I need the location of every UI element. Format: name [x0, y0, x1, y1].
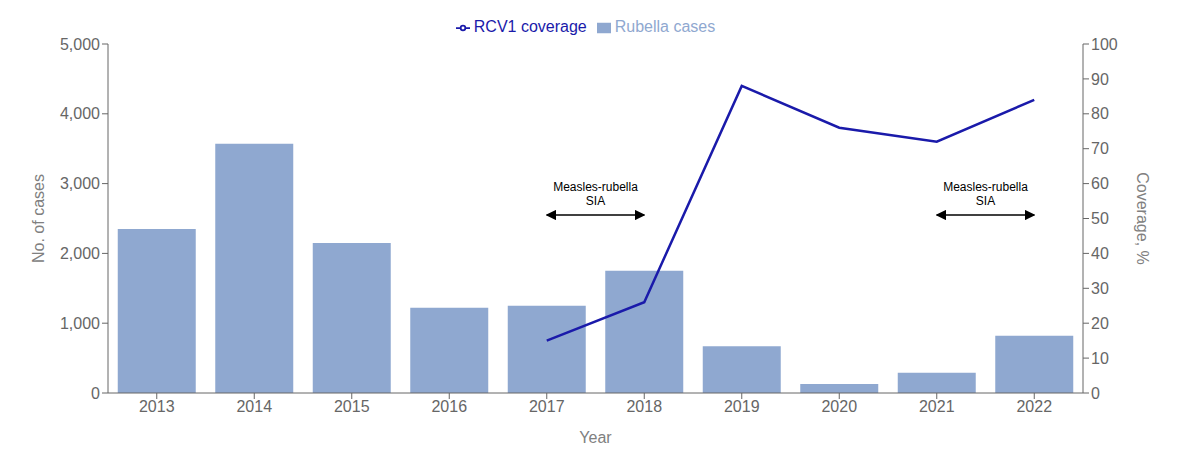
svg-text:2017: 2017: [529, 398, 565, 415]
svg-text:2015: 2015: [334, 398, 370, 415]
svg-text:90: 90: [1091, 71, 1109, 88]
svg-text:2021: 2021: [919, 398, 955, 415]
svg-text:60: 60: [1091, 175, 1109, 192]
svg-text:2,000: 2,000: [60, 245, 100, 262]
svg-text:50: 50: [1091, 210, 1109, 227]
svg-text:70: 70: [1091, 140, 1109, 157]
svg-text:40: 40: [1091, 245, 1109, 262]
svg-text:80: 80: [1091, 105, 1109, 122]
svg-text:2014: 2014: [236, 398, 272, 415]
svg-text:2016: 2016: [431, 398, 467, 415]
svg-text:Measles-rubellaSIA: Measles-rubellaSIA: [553, 180, 638, 208]
svg-text:2019: 2019: [724, 398, 760, 415]
svg-text:2018: 2018: [626, 398, 662, 415]
svg-text:No. of cases: No. of cases: [30, 174, 47, 263]
svg-text:1,000: 1,000: [60, 315, 100, 332]
svg-text:Coverage, %: Coverage, %: [1134, 172, 1151, 265]
svg-text:0: 0: [1091, 385, 1100, 402]
svg-text:30: 30: [1091, 280, 1109, 297]
svg-text:100: 100: [1091, 36, 1118, 53]
svg-text:5,000: 5,000: [60, 36, 100, 53]
html-text:RCV1 coverage: RCV1 coverage: [473, 18, 587, 35]
svg-text:2013: 2013: [139, 398, 175, 415]
svg-text:Measles-rubellaSIA: Measles-rubellaSIA: [943, 180, 1028, 208]
html-text:Rubella cases: Rubella cases: [614, 18, 716, 35]
svg-text:4,000: 4,000: [60, 105, 100, 122]
svg-text:10: 10: [1091, 350, 1109, 367]
svg-text:Year: Year: [579, 429, 612, 446]
svg-text:2020: 2020: [821, 398, 857, 415]
svg-text:3,000: 3,000: [60, 175, 100, 192]
svg-text:0: 0: [91, 385, 100, 402]
svg-text:2022: 2022: [1016, 398, 1052, 415]
svg-text:20: 20: [1091, 315, 1109, 332]
